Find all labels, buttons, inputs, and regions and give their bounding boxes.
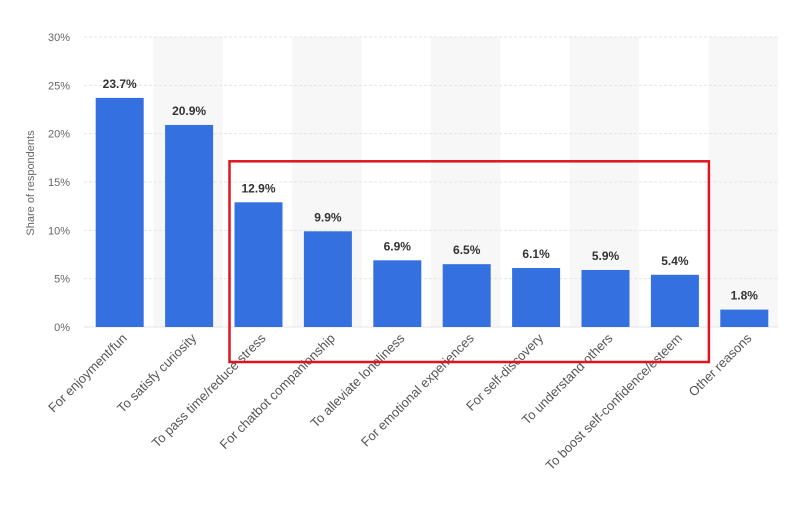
data-label: 6.5% — [453, 243, 481, 257]
bar — [373, 260, 422, 327]
data-label: 23.7% — [103, 77, 137, 91]
y-tick-label: 20% — [48, 129, 70, 141]
highlight-rectangle — [228, 160, 711, 364]
bar — [442, 264, 491, 327]
data-label: 5.9% — [592, 249, 620, 263]
data-label: 12.9% — [241, 181, 275, 195]
data-label: 1.8% — [731, 289, 759, 303]
bar — [303, 231, 352, 327]
highlight-box — [228, 160, 711, 364]
y-axis-title: Share of respondents — [25, 130, 37, 236]
bar — [581, 269, 630, 327]
y-tick-label: 0% — [54, 322, 70, 334]
data-label: 6.1% — [522, 247, 550, 261]
data-label: 6.9% — [384, 239, 412, 253]
data-label: 5.4% — [661, 254, 689, 268]
y-tick-label: 25% — [48, 80, 70, 92]
y-tick-label: 10% — [48, 225, 70, 237]
data-labels: 23.7% 20.9% 12.9% 9.9% 6.9% 6.5% 6.1% 5.9% 5.4% 1… — [103, 77, 759, 303]
x-tick-label: Other reasons — [686, 330, 755, 399]
y-tick-label: 15% — [48, 177, 70, 189]
x-tick-label: For emotional experiences — [358, 330, 477, 449]
x-tick-label: To pass time/reduce stress — [149, 330, 269, 450]
y-axis-ticks: 0% 5% 10% 15% 20% 25% 30% — [48, 32, 70, 334]
bar — [720, 309, 769, 327]
y-tick-label: 5% — [54, 274, 70, 286]
x-tick-label: To boost self-confidence/esteem — [543, 331, 685, 473]
bar — [95, 97, 144, 328]
data-label: 20.9% — [172, 104, 206, 118]
bars — [95, 97, 769, 328]
x-tick-label: For chatbot companionship — [217, 331, 338, 452]
y-tick-label: 30% — [48, 32, 70, 44]
data-label: 9.9% — [314, 210, 342, 224]
bar — [512, 268, 561, 327]
bar — [165, 124, 214, 327]
bar — [234, 202, 283, 327]
bar — [650, 274, 699, 327]
